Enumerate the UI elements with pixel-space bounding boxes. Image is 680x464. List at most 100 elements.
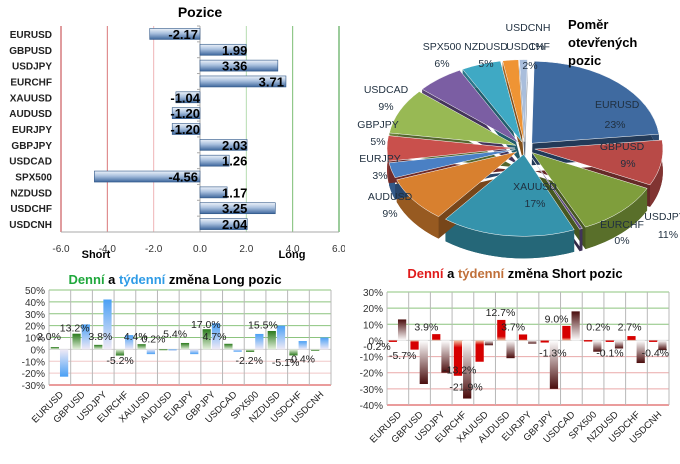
weekly-bar-eurchf [463,340,472,399]
x-tick-label: 0.0 [193,244,207,255]
pie-slice-nzdusd [462,60,523,143]
pie-pct-eurjpy: 3% [372,170,387,182]
y-tick-label: 50% [25,286,45,297]
daily-bar-usdcad [562,325,571,341]
daily-bar-xauusd [475,340,484,362]
category-label: NZDUSD [10,188,52,199]
pie-pct-nzdusd: 5% [478,58,493,70]
category-label: XAUUSD [10,93,52,104]
pie-label-eurjpy: EURJPY [359,153,400,165]
pie-pct-usdjpy: 11% [658,229,678,241]
title-part: týdenní [458,266,505,281]
data-label: 13.2% [60,323,90,335]
bar-audusd [171,107,201,119]
daily-bar-nzdusd [267,330,276,350]
y-tick-label: 30% [25,310,45,321]
pie-label-eurchf: EURCHF [600,219,644,231]
category-label: GBPJPY [11,141,52,152]
data-label: -5.2% [106,355,133,367]
bar-value-label: -4.56 [168,170,198,185]
category-label: EURJPY [12,125,52,136]
x-tick-label: 6.0 [332,244,345,255]
bar-value-label: 1.26 [222,154,247,169]
pie-pct-spx500: 6% [434,58,449,70]
data-label: -21.9% [449,381,482,393]
bar-value-label: -1.20 [170,106,200,121]
data-label: -13.2% [443,365,476,377]
category-label: USDCHF [10,204,52,215]
bar-value-label: 2.04 [222,217,248,232]
data-label: -5.1% [272,357,299,369]
weekly-bar-usdcad [233,349,242,352]
bar-usdchf [199,202,276,215]
data-label: 0.2% [141,333,165,345]
y-tick-label: -10% [22,357,45,368]
x-tick-label: -2.0 [145,244,163,255]
y-tick-label: 40% [25,298,45,309]
weekly-bar-eurusd [397,319,407,341]
y-tick-label: -30% [22,381,45,392]
pie-slice-usdcnh [519,59,528,142]
weekly-bar-gbpjpy [549,340,559,389]
weekly-bar-xauusd [484,340,493,346]
daily-bar-usdcnh [649,340,658,342]
bar-value-label: 3.71 [259,74,284,89]
pie-slice-audusd [396,151,518,217]
pie-pct-usdcad: 9% [378,101,393,113]
category-label: SPX500 [15,173,52,184]
title-part: a [443,266,457,281]
pie-pct-xauusd: 17% [524,198,545,210]
category-label: EURCHF [10,77,52,88]
data-label: 3.9% [414,322,438,334]
x-tick-label: 2.0 [239,244,253,255]
weekly-bar-eurusd [59,349,69,377]
bar-value-label: 3.36 [222,59,247,74]
pie-label-eurusd: EURUSD [595,99,640,111]
data-label: -5.7% [389,350,416,362]
category-label: USDJPY [12,62,52,73]
daily-bar-usdcad [224,343,233,350]
long-change-chart: Denní a týdenní změna Long pozic -30%-20… [22,272,332,426]
data-label: -0.2% [363,341,390,353]
y-tick-label: -20% [360,369,383,380]
daily-bar-spx500 [245,349,255,352]
daily-bar-usdcnh [311,349,320,351]
bar-spx500 [94,170,201,183]
pie-slice-gbpusd [534,139,664,186]
pie-slice-usdchf [502,59,525,142]
daily-bar-audusd [159,349,168,351]
daily-bar-eurjpy [518,334,528,341]
weekly-bar-spx500 [255,333,264,350]
daily-bar-nzdusd [605,340,614,342]
daily-bar-audusd [497,319,506,341]
bar-value-label: 2.03 [222,138,247,153]
pie-slice-gbpjpy [386,135,516,162]
pie-slice-xauusd [444,153,575,237]
bar-usdcad [199,154,230,167]
x-tick-label: -6.0 [52,244,70,255]
weekly-bar-usdjpy [441,340,450,373]
bar-usdjpy [199,59,279,72]
bar-value-label: 1.17 [222,185,247,200]
data-label: -0.4% [642,348,669,360]
weekly-bar-eurchf [125,335,134,350]
pie-slice-eurchf [528,153,583,230]
pie-pct-eurchf: 0% [614,235,629,247]
pie-pct-audusd: 9% [382,208,397,220]
category-label: USDCAD [9,157,52,168]
long-change-chart-panel: Denní a týdenní změna Long pozic -30% -20… [0,268,340,459]
bar-value-label: -1.04 [170,90,200,105]
bar-eurjpy [171,123,201,135]
pie-pct-usdcnh: 1% [529,41,544,53]
bar-nzdusd [199,186,228,199]
pie-label-usdchf: USDCHF [506,41,550,53]
short-change-chart-panel: Denní a týdenní změna Short pozic -40% -3… [340,262,680,459]
category-label: GBPUSD [9,46,52,57]
y-tick-label: -30% [360,385,383,396]
data-label: -0.1% [596,348,623,360]
title-part: Denní [68,272,105,287]
bar-value-label: 3.25 [222,201,247,216]
y-tick-label: 0% [369,336,384,347]
daily-bar-gbpjpy [540,340,549,343]
daily-bar-usdchf [627,336,636,341]
